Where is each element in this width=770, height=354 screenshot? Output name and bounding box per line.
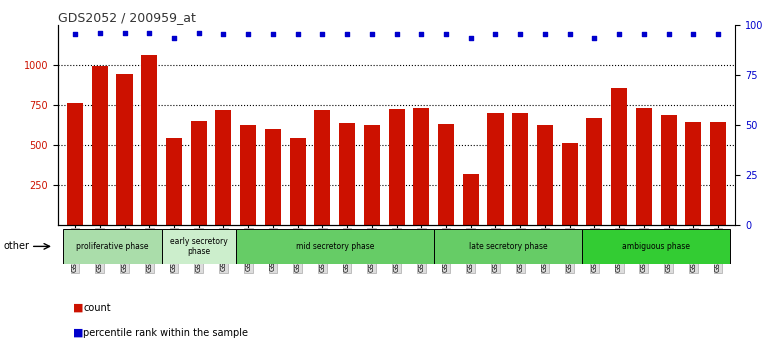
Point (168, 35, 180, 40)
Bar (240, 125, 256, 225)
Bar (290, 138, 306, 225)
Point (514, 31, 527, 36)
Bar (314, 110, 330, 225)
Bar (611, 88, 627, 225)
Point (217, 31, 229, 36)
Text: ambiguous phase: ambiguous phase (622, 242, 690, 251)
Bar (582, 229, 731, 264)
Point (69, 31, 81, 36)
Bar (191, 121, 207, 225)
Text: early secretory
phase: early secretory phase (170, 237, 228, 256)
Point (316, 31, 329, 36)
Bar (537, 125, 553, 225)
Text: percentile rank within the sample: percentile rank within the sample (83, 328, 248, 338)
Point (662, 31, 675, 36)
Point (192, 30, 205, 36)
Bar (62, 229, 162, 264)
Point (119, 30, 131, 36)
Text: proliferative phase: proliferative phase (76, 242, 149, 251)
Bar (363, 125, 380, 225)
Point (390, 31, 403, 36)
Bar (710, 122, 726, 225)
Point (143, 30, 156, 36)
Point (613, 31, 625, 36)
Point (440, 31, 452, 36)
Point (366, 31, 378, 36)
Bar (92, 67, 108, 225)
Point (638, 31, 650, 36)
Text: mid secretory phase: mid secretory phase (296, 242, 374, 251)
Point (489, 31, 501, 36)
Bar (236, 229, 434, 264)
Bar (685, 122, 701, 225)
Point (341, 31, 353, 36)
Bar (434, 229, 582, 264)
Text: count: count (83, 303, 111, 313)
Bar (512, 113, 528, 225)
Point (242, 31, 254, 36)
Text: GDS2052 / 200959_at: GDS2052 / 200959_at (58, 11, 196, 24)
Bar (413, 108, 430, 225)
Point (292, 31, 304, 36)
Point (94, 30, 106, 36)
Text: ■: ■ (73, 328, 84, 338)
Point (415, 31, 427, 36)
Bar (636, 108, 652, 225)
Bar (216, 110, 232, 225)
Point (588, 35, 601, 41)
Text: late secretory phase: late secretory phase (468, 242, 547, 251)
Bar (162, 229, 236, 264)
Text: ■: ■ (73, 303, 84, 313)
Bar (166, 138, 182, 225)
Bar (438, 124, 454, 225)
Point (266, 31, 279, 36)
Bar (661, 115, 677, 225)
Bar (141, 55, 157, 225)
Bar (116, 74, 132, 225)
Bar (561, 143, 578, 225)
Bar (389, 109, 404, 225)
Point (564, 31, 576, 36)
Point (687, 31, 699, 36)
Point (539, 31, 551, 36)
Text: other: other (4, 241, 30, 251)
Bar (67, 103, 83, 225)
Point (712, 31, 725, 36)
Bar (487, 113, 504, 225)
Bar (265, 129, 281, 225)
Point (464, 35, 477, 41)
Bar (463, 173, 479, 225)
Bar (586, 118, 602, 225)
Bar (339, 123, 355, 225)
